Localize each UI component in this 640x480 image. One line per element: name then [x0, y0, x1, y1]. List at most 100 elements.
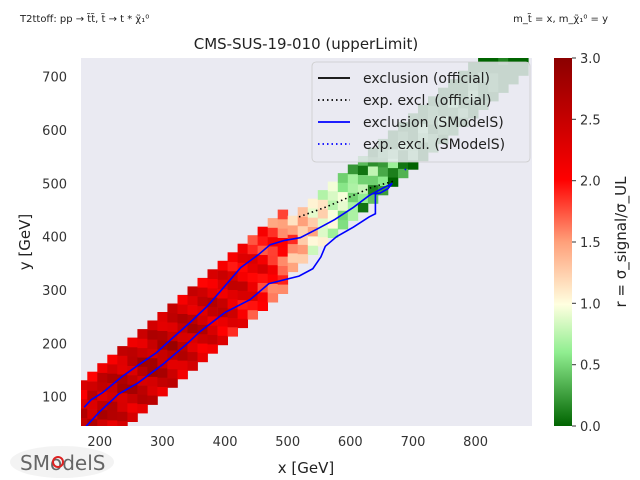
heatmap-cell	[117, 392, 128, 403]
heatmap-cell	[327, 228, 339, 238]
y-axis-ticks: 100 200 300 400 500 600 700	[42, 71, 67, 406]
heatmap-cell	[257, 301, 268, 311]
y-tick-label: 100	[42, 391, 67, 406]
heatmap-cell	[127, 346, 138, 357]
heatmap-cell	[137, 375, 148, 386]
heatmap-cell	[127, 412, 138, 422]
legend-entry: exp. excl. (SModelS)	[363, 137, 505, 153]
heatmap-cell	[137, 329, 148, 339]
heatmap-cell	[107, 382, 118, 393]
colorbar-ticks: 0.0 0.5 1.0 1.5 2.0 2.5 3.0	[572, 52, 601, 435]
heatmap-cell	[267, 236, 279, 247]
heatmap-cell	[197, 343, 208, 353]
heatmap-cell	[167, 331, 178, 342]
heatmap-cell	[87, 371, 98, 382]
heatmap-cell	[157, 330, 168, 341]
heatmap-cell	[87, 399, 98, 410]
heatmap-cell	[81, 417, 88, 426]
heatmap-cell	[157, 321, 168, 331]
heatmap-cell	[81, 408, 88, 418]
heatmap-cell	[297, 207, 309, 217]
heatmap-cell	[317, 199, 329, 210]
heatmap-cell	[107, 373, 118, 383]
heatmap-cell	[347, 183, 359, 193]
heatmap-cell	[187, 295, 198, 306]
heatmap-cell	[197, 277, 208, 288]
heatmap-cell	[207, 278, 218, 289]
heatmap-cell	[127, 356, 138, 366]
heatmap-cell	[317, 218, 329, 228]
heatmap-cell	[247, 272, 258, 283]
series-line-3	[404, 167, 408, 171]
heatmap-cell	[147, 385, 158, 396]
legend-entry: exp. excl. (official)	[363, 93, 491, 109]
heatmap-cell	[387, 167, 399, 178]
heatmap-cell	[217, 335, 228, 346]
heatmap-cell	[97, 381, 108, 392]
heatmap-cell	[277, 228, 289, 238]
heatmap-cell	[207, 288, 218, 298]
heatmap-cell	[177, 322, 188, 333]
heatmap-cell	[217, 326, 228, 336]
heatmap-cell	[207, 306, 218, 317]
heatmap-cell	[187, 351, 198, 362]
heatmap-cell	[207, 334, 218, 345]
heatmap-cell	[337, 191, 349, 202]
x-tick-label: 700	[401, 435, 426, 450]
legend: exclusion (official) exp. excl. (official…	[311, 61, 531, 163]
heatmap-cell	[267, 274, 279, 284]
x-tick-label: 500	[275, 435, 300, 450]
heatmap-cell	[97, 400, 108, 411]
heatmap-cell	[107, 401, 118, 411]
heatmap-cell	[307, 208, 319, 218]
heatmap-cell	[187, 361, 198, 371]
heatmap-cell	[197, 352, 208, 363]
heatmap-cell	[297, 244, 309, 255]
heatmap-cell	[287, 243, 299, 254]
heatmap-cell	[177, 304, 188, 314]
heatmap-cell	[177, 360, 188, 370]
heatmap-cell	[237, 271, 248, 282]
heatmap-cell	[277, 284, 289, 294]
heatmap-cell	[367, 194, 379, 204]
colorbar-tick-label: 2.0	[580, 175, 601, 190]
heatmap-cell	[237, 243, 248, 254]
heatmap-cell	[107, 364, 118, 374]
heatmap-cell	[207, 297, 218, 307]
heatmap-cell	[167, 340, 178, 351]
heatmap-cell	[387, 158, 399, 169]
heatmap-cell	[257, 226, 268, 237]
heatmap-cell	[137, 403, 148, 414]
heatmap-cell	[147, 329, 158, 340]
heatmap-cell	[347, 164, 359, 175]
heatmap-cell	[97, 372, 108, 383]
heatmap-cell	[217, 270, 228, 280]
heatmap-cell	[127, 374, 138, 385]
heatmap-cell	[137, 394, 148, 405]
heatmap-cell	[237, 290, 248, 301]
heatmap-cell	[137, 366, 148, 377]
heatmap-cell	[117, 383, 128, 394]
heatmap-cell	[207, 316, 218, 326]
heatmap-cell	[107, 392, 118, 402]
heatmap-cell	[87, 409, 98, 419]
heatmap-cell	[97, 409, 108, 420]
heatmap-cell	[357, 193, 369, 203]
exclusion-curves	[83, 167, 408, 426]
heatmap-cell	[247, 263, 258, 273]
heatmap-cell	[377, 176, 389, 186]
heatmap-cell	[498, 58, 509, 65]
heatmap-cell	[167, 303, 178, 314]
heatmap-cell	[117, 364, 128, 375]
heatmap-cell	[307, 217, 319, 227]
x-tick-label: 400	[213, 435, 238, 450]
heatmap-cell	[347, 211, 359, 221]
heatmap-cell	[87, 381, 98, 391]
heatmap-cell	[217, 288, 228, 299]
heatmap-cell	[267, 292, 279, 303]
heatmap-cell	[247, 281, 258, 292]
x-tick-label: 300	[150, 435, 175, 450]
heatmap-cell	[377, 166, 389, 177]
heatmap-cell	[297, 225, 309, 236]
